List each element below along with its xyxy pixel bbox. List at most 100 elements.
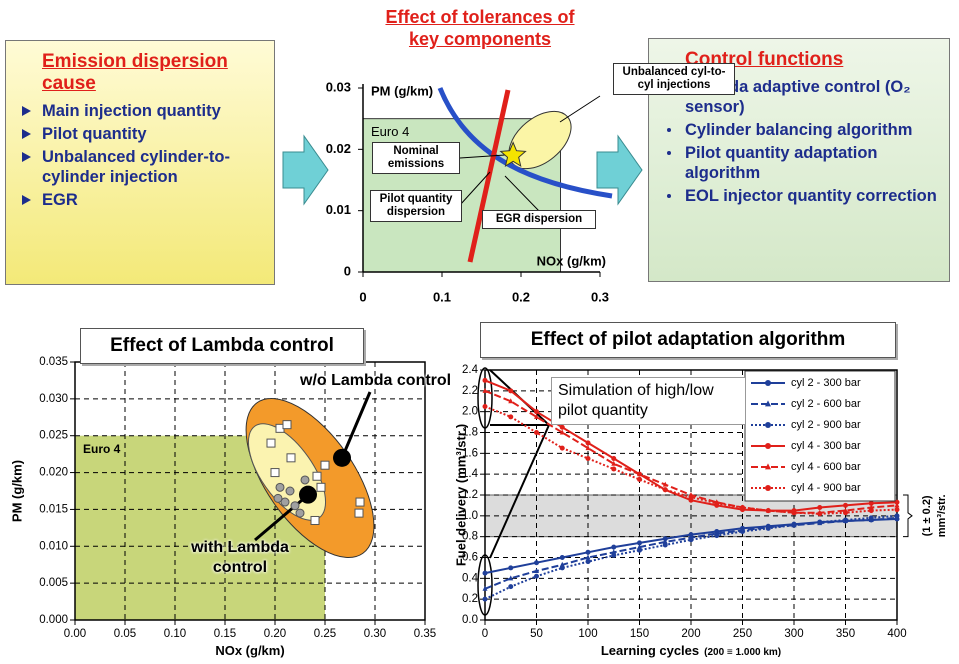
- annotation: Unbalanced cyl-to-cyl injections: [613, 63, 735, 95]
- annotation: Nominal emissions: [372, 142, 460, 174]
- region-label: Euro 4: [371, 124, 409, 139]
- x-axis-note: (200 ≡ 1.000 km): [704, 647, 781, 658]
- bracket: [903, 494, 913, 538]
- point: [559, 445, 565, 451]
- band-unit: mm³/str.: [936, 494, 948, 537]
- y-tick-label: 0.010: [39, 540, 68, 552]
- point: [355, 497, 365, 507]
- point: [611, 456, 617, 462]
- point: [534, 568, 539, 574]
- x-tick-label: 0.15: [214, 628, 236, 640]
- point: [285, 486, 295, 496]
- item: Lambda adaptive control (O₂ sensor): [667, 77, 937, 117]
- point: [585, 554, 591, 560]
- point: [714, 533, 720, 539]
- point: [310, 515, 320, 525]
- legend-label: cyl 2 - 300 bar: [791, 377, 861, 389]
- point: [585, 549, 591, 555]
- point: [534, 560, 539, 566]
- legend-label: cyl 2 - 600 bar: [791, 398, 861, 410]
- region-label: Euro 4: [83, 442, 121, 456]
- point: [662, 538, 668, 544]
- x-tick-label: 0: [482, 628, 488, 640]
- y-tick-label: 2.2: [462, 385, 478, 397]
- series-line: [484, 514, 898, 601]
- item: Cylinder balancing algorithm: [667, 120, 937, 140]
- point: [817, 505, 823, 510]
- point: [585, 440, 591, 446]
- arrow: [596, 134, 643, 206]
- item: Pilot quantity: [22, 124, 262, 144]
- point: [611, 460, 617, 466]
- point: [585, 456, 591, 462]
- y-tick-label: 2.4: [462, 364, 479, 376]
- front-layer: 0 0.1 0.2 0.300.010.020.03 PM (g/km)NOx (g/k…: [9, 79, 947, 658]
- y-tick-label: 0.2: [462, 593, 478, 605]
- point: [894, 499, 900, 505]
- point: [559, 424, 565, 430]
- point: [559, 555, 565, 560]
- series-label: w/o Lambda control: [300, 372, 452, 389]
- point: [354, 508, 364, 518]
- pointer: [459, 95, 601, 213]
- y-tick-label: 0.01: [326, 202, 351, 217]
- point: [482, 585, 488, 591]
- point: [688, 532, 694, 538]
- point: [637, 476, 642, 482]
- point: [662, 536, 668, 542]
- y-tick-label: 0.025: [39, 430, 68, 442]
- point: [765, 525, 771, 531]
- point: [280, 497, 290, 507]
- y-axis-label: PM (g/km): [9, 460, 24, 522]
- point: [270, 468, 280, 478]
- point: [765, 508, 771, 514]
- x-tick-label: 0: [359, 289, 366, 304]
- point: [286, 453, 296, 463]
- y-tick-label: 0: [344, 263, 351, 278]
- point: [714, 500, 720, 506]
- y-axis-label: Fuel delivery (mm³/str.): [453, 424, 468, 566]
- y-tick-label: 1.8: [462, 427, 478, 439]
- point: [611, 466, 617, 472]
- y-tick-label: 0.02: [326, 141, 351, 156]
- chart-title: Effect of pilot adaptation algorithm: [480, 322, 896, 358]
- item: Main injection quantity: [22, 101, 262, 121]
- x-tick-label: 0.3: [591, 289, 609, 304]
- legend: [744, 370, 896, 502]
- y-tick-label: 0.020: [39, 467, 68, 479]
- y-tick-label: 0.4: [462, 572, 479, 584]
- x-tick-label: 0.05: [114, 628, 136, 640]
- x-tick-label: 250: [733, 628, 752, 640]
- x-tick-label: 0.1: [433, 289, 451, 304]
- point: [868, 500, 874, 506]
- y-tick-label: 0.035: [39, 356, 68, 368]
- point: [765, 380, 771, 386]
- point: [868, 515, 874, 521]
- x-axis-label: Learning cycles: [601, 643, 699, 658]
- y-tick-label: 0.030: [39, 393, 68, 405]
- point: [868, 504, 874, 510]
- point: [817, 519, 823, 525]
- x-axis-label: NOx (g/km): [215, 643, 284, 658]
- item: EGR: [22, 190, 262, 210]
- point: [559, 429, 565, 435]
- point: [482, 387, 488, 393]
- point: [611, 544, 617, 550]
- point: [585, 445, 591, 451]
- point: [320, 460, 330, 470]
- x-tick-label: 100: [578, 628, 597, 640]
- x-tick-label: 300: [784, 628, 803, 640]
- box-title: Emission dispersion cause: [42, 51, 228, 94]
- point: [482, 570, 488, 576]
- x-tick-label: 0.10: [164, 628, 186, 640]
- x-tick-label: 0.35: [414, 628, 436, 640]
- point: [688, 494, 694, 500]
- y-tick-label: 0.6: [462, 552, 478, 564]
- point: [534, 430, 539, 435]
- point: [843, 510, 848, 516]
- point: [894, 502, 900, 508]
- point: [312, 471, 322, 481]
- annotation: Pilot quantity dispersion: [370, 190, 462, 222]
- x-tick-label: 50: [530, 628, 543, 640]
